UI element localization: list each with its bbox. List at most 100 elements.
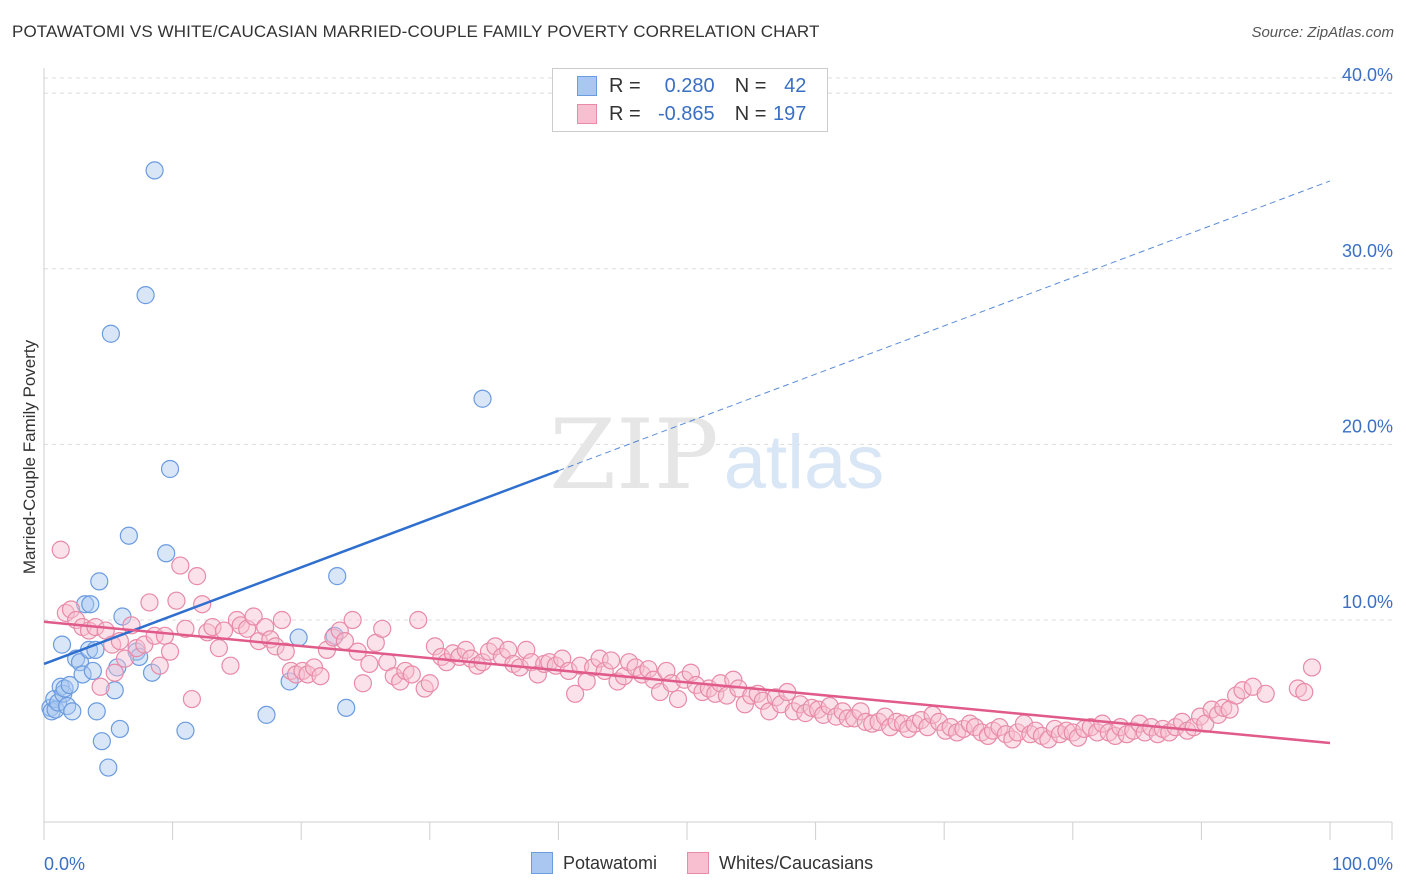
data-point (83, 661, 102, 681)
data-point (802, 698, 821, 717)
data-point (432, 647, 451, 667)
legend-row-whites: R = -0.865 N = 197 (577, 101, 806, 127)
data-point (809, 700, 828, 719)
data-point (119, 526, 138, 545)
data-point (289, 628, 308, 647)
trend-line-potawatomi (43, 469, 559, 666)
data-point (391, 672, 410, 691)
r-label: R = (609, 102, 641, 125)
data-point (1063, 723, 1082, 742)
data-point (420, 674, 439, 693)
data-point (60, 675, 79, 695)
data-point (499, 640, 518, 659)
r-label: R = (609, 74, 641, 97)
data-point (402, 665, 421, 684)
data-point (81, 595, 100, 614)
data-point (1295, 682, 1314, 702)
data-point (742, 686, 761, 705)
data-point (160, 642, 180, 661)
r-value: -0.865 (657, 102, 715, 125)
data-point (171, 556, 190, 575)
data-point (353, 674, 373, 693)
legend-row-potawatomi: R = 0.280 N = 42 (577, 73, 806, 99)
series-legend: Potawatomi Whites/Caucasians (531, 852, 873, 874)
n-value: 42 (784, 74, 807, 97)
x-tick-label: 100.0% (1332, 854, 1393, 874)
watermark-atlas: atlas (724, 420, 885, 505)
data-point (791, 695, 810, 714)
data-point (409, 610, 428, 630)
data-point (160, 459, 180, 479)
data-point (328, 567, 347, 586)
x-tick-label: 0.0% (44, 854, 85, 874)
source-label: Source: ZipAtlas.com (1251, 24, 1394, 41)
data-point (373, 619, 392, 638)
y-tick-label: 10.0% (1342, 592, 1393, 612)
data-point (1302, 658, 1322, 677)
stats-legend: R = 0.280 N = 42 R = -0.865 N = 197 (552, 68, 828, 132)
data-point (145, 161, 164, 180)
data-point (76, 595, 95, 614)
data-point (1039, 730, 1058, 749)
data-point (1106, 726, 1125, 746)
data-point (136, 286, 155, 305)
data-point (52, 635, 72, 654)
data-point (1214, 698, 1233, 717)
data-point (1173, 712, 1192, 731)
data-point (990, 718, 1009, 737)
data-point (209, 639, 228, 658)
data-point (276, 642, 295, 661)
r-value: 0.280 (664, 74, 715, 97)
data-point (176, 721, 195, 740)
data-point (182, 689, 201, 709)
grid (44, 77, 1392, 621)
data-point (875, 707, 895, 726)
data-point (324, 628, 343, 647)
data-point (566, 684, 585, 703)
data-point (668, 689, 688, 709)
watermark-zip: ZIP (549, 399, 718, 511)
data-point (92, 732, 111, 751)
data-point (1124, 721, 1143, 740)
data-point (911, 711, 931, 730)
data-point (1057, 721, 1076, 740)
y-tick-label: 30.0% (1342, 241, 1393, 261)
trend-lines (43, 180, 1331, 745)
data-point (456, 640, 475, 659)
legend-label-whites: Whites/Caucasians (719, 852, 874, 873)
data-point (150, 656, 169, 675)
data-point (63, 702, 82, 721)
data-point (58, 696, 77, 716)
data-point (56, 603, 75, 623)
data-point (936, 721, 955, 740)
n-label: N = (734, 74, 767, 97)
data-point (675, 670, 694, 689)
data-point (140, 593, 159, 612)
trend-line-whites (43, 620, 1331, 745)
data-point (55, 679, 74, 698)
data-point (110, 719, 129, 739)
data-point (167, 591, 186, 610)
data-point (257, 705, 276, 724)
data-point (784, 702, 803, 721)
data-point (1256, 684, 1275, 703)
data-point (142, 663, 162, 682)
data-point (61, 600, 81, 619)
data-point (99, 758, 118, 777)
data-point (203, 617, 222, 637)
legend-label-potawatomi: Potawatomi (563, 852, 658, 873)
legend-swatch-blue (577, 76, 597, 96)
data-point (293, 661, 312, 681)
data-point (221, 656, 240, 675)
axes (43, 68, 1393, 840)
chart-title: POTAWATOMI VS WHITE/CAUCASIAN MARRIED-CO… (12, 22, 820, 41)
data-point (90, 572, 109, 591)
data-point (1233, 681, 1252, 700)
data-point (1045, 719, 1064, 739)
data-point (856, 712, 875, 731)
y-tick-label: 40.0% (1342, 65, 1393, 85)
legend-swatch-pink (577, 104, 597, 124)
data-point (425, 637, 445, 656)
series-whites (51, 540, 1322, 749)
